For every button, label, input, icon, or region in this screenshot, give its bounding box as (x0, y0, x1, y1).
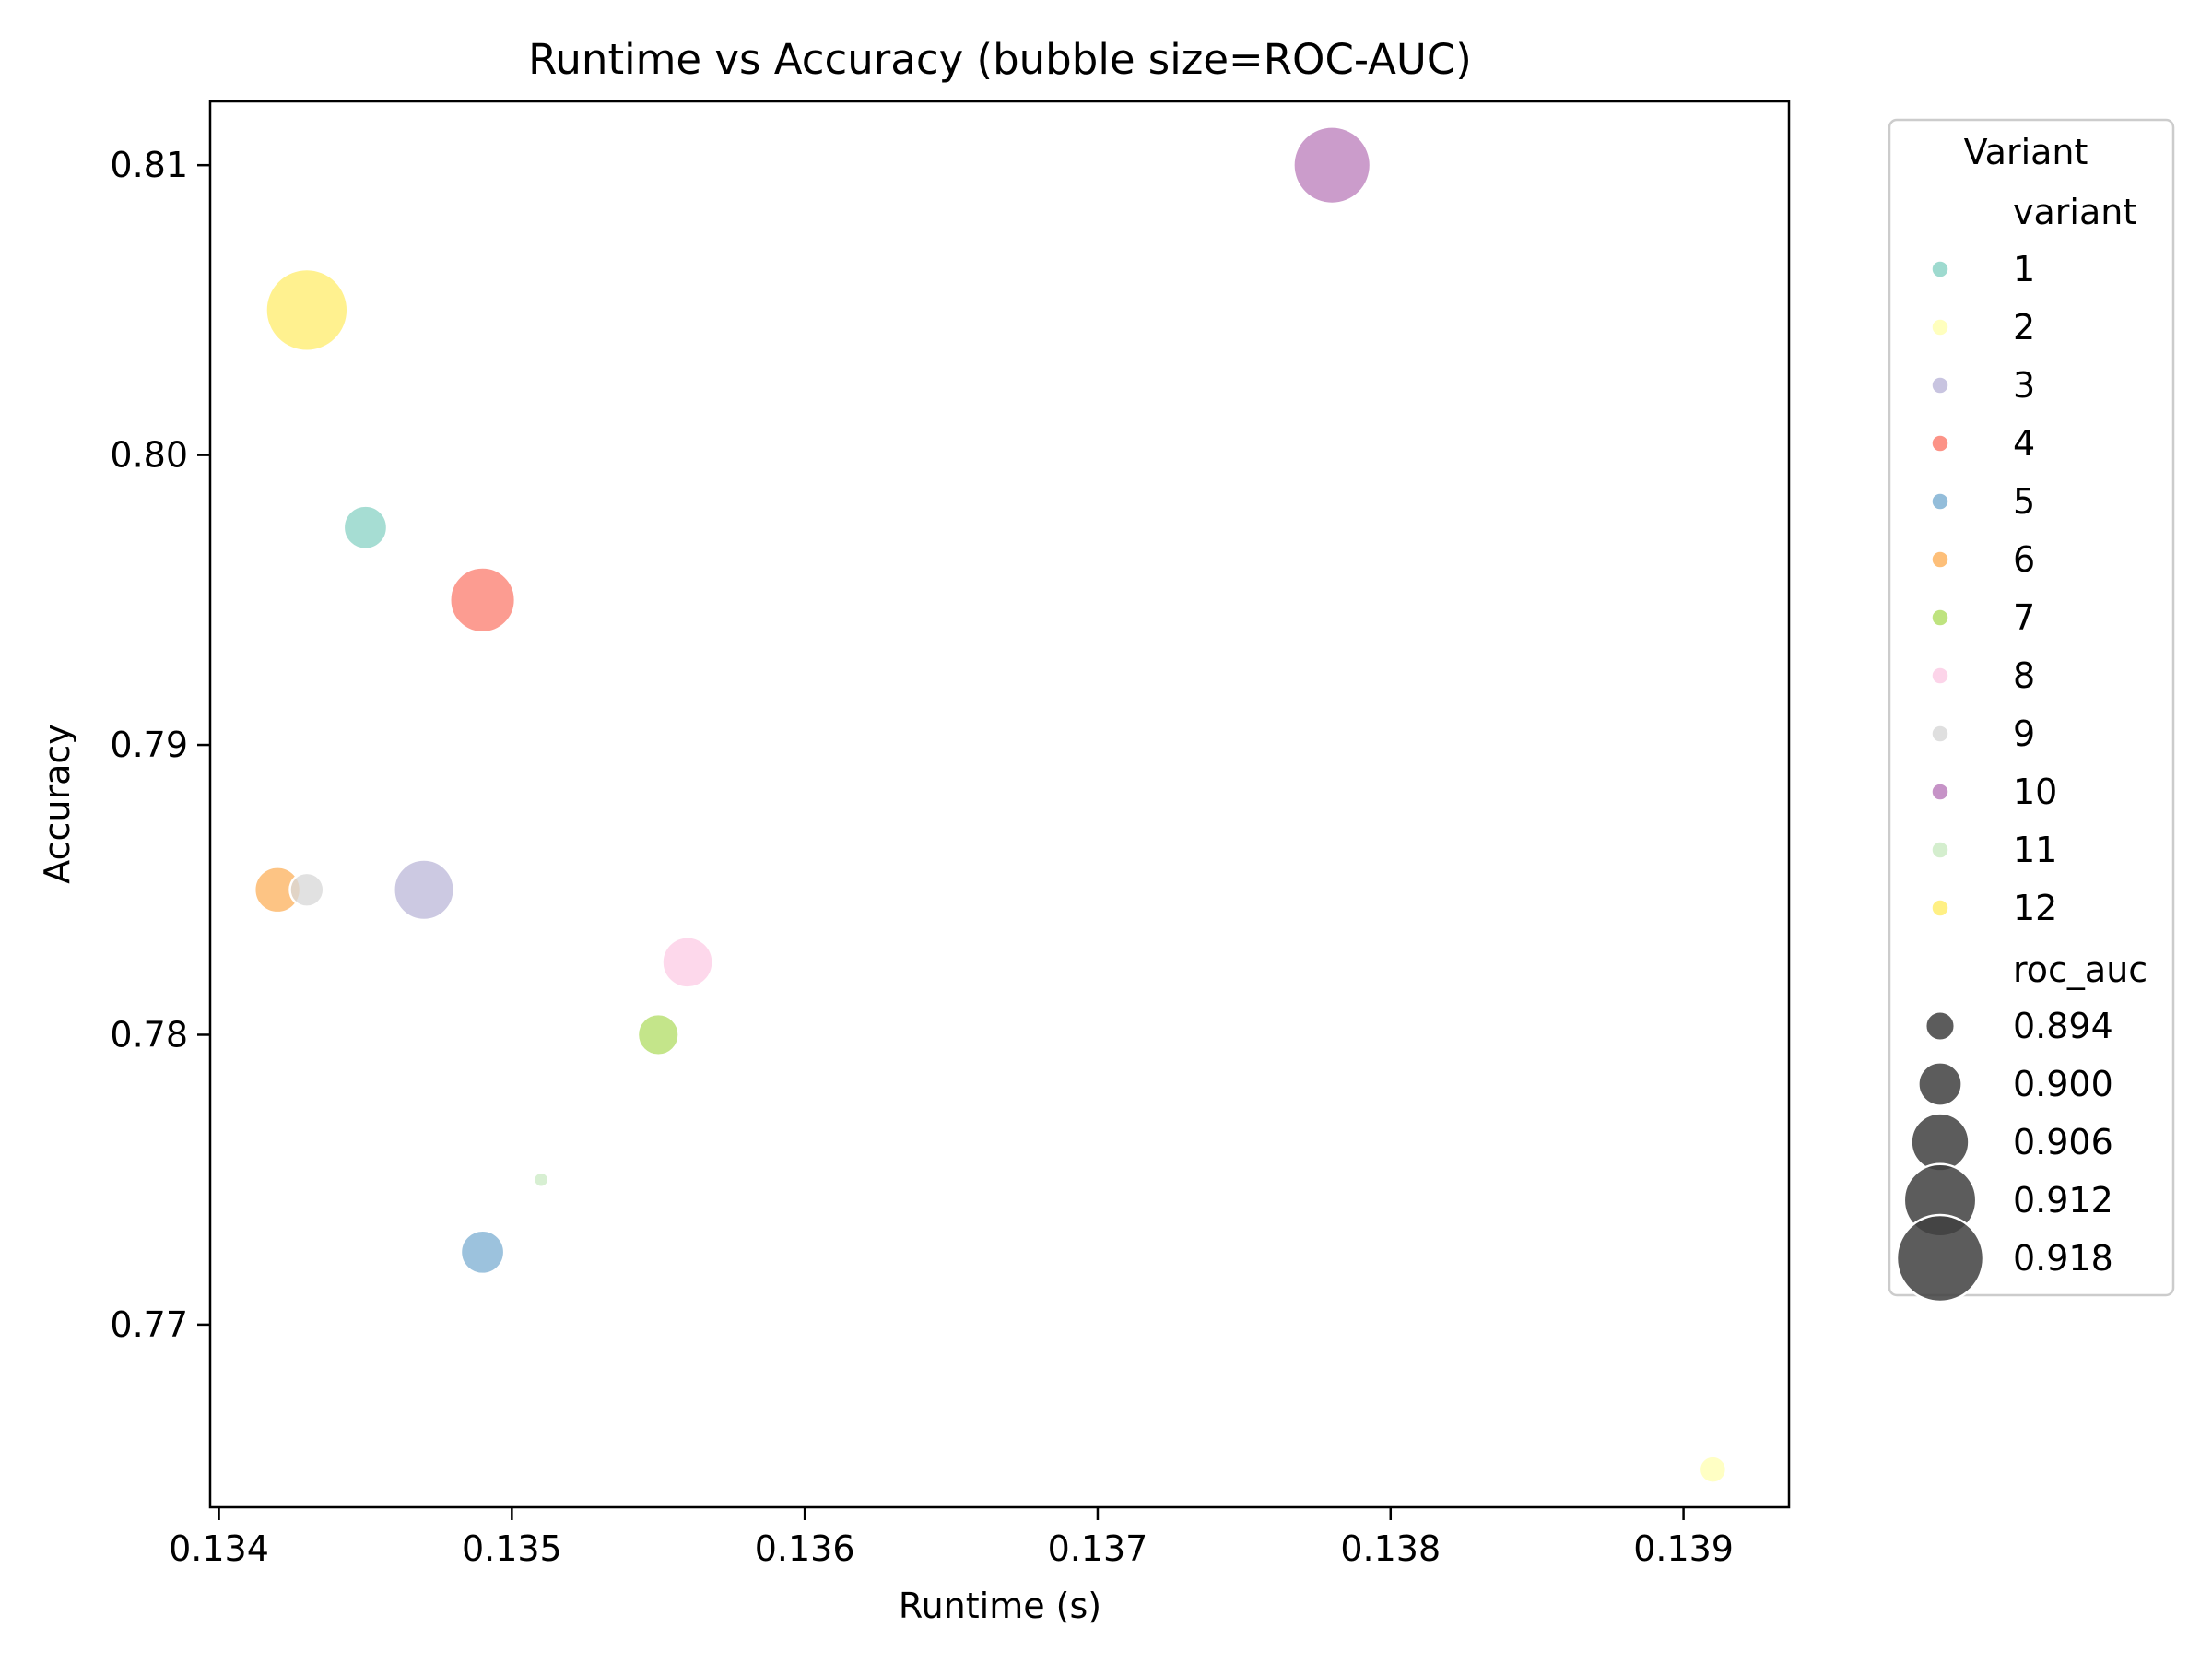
legend-marker-variant-9 (1931, 725, 1949, 743)
legend-label-variant-12: 12 (2013, 888, 2057, 928)
legend-label-variant-3: 3 (2013, 365, 2035, 406)
legend-size-title: roc_auc (2013, 949, 2147, 990)
legend-label-variant-9: 9 (2013, 714, 2035, 754)
legend-title: Variant (1964, 132, 2088, 172)
bubble-variant-5 (459, 1229, 506, 1276)
legend-marker-variant-11 (1931, 841, 1949, 859)
bubble-variant-11 (532, 1171, 550, 1188)
legend-marker-variant-8 (1931, 666, 1949, 685)
x-tick-label: 0.137 (1048, 1528, 1148, 1569)
legend-marker-variant-10 (1931, 783, 1949, 801)
bubble-variant-1 (342, 504, 389, 551)
x-tick-label: 0.138 (1340, 1528, 1441, 1569)
bubble-variant-9 (288, 871, 325, 908)
legend-marker-variant-12 (1931, 899, 1949, 917)
legend-marker-variant-5 (1931, 492, 1949, 511)
x-tick-label: 0.136 (755, 1528, 855, 1569)
x-tick-label: 0.135 (462, 1528, 562, 1569)
legend-size-entries: 0.894 0.900 0.906 0.912 0.918 (1895, 1006, 2113, 1303)
legend-label-variant-8: 8 (2013, 655, 2035, 696)
legend-frame (1888, 118, 2175, 1297)
legend-size-marker (1917, 1061, 1963, 1107)
chart-title: Runtime vs Accuracy (bubble size=ROC-AUC… (528, 35, 1472, 84)
legend-label-variant-11: 11 (2013, 830, 2057, 870)
bubble-variant-7 (636, 1012, 680, 1057)
legend-hue-title: variant (2013, 192, 2136, 232)
y-tick-label: 0.79 (110, 725, 188, 765)
legend-marker-variant-4 (1931, 434, 1949, 453)
plot-frame (208, 100, 1791, 1509)
legend-marker-variant-7 (1931, 608, 1949, 627)
bubble-variant-3 (393, 858, 455, 922)
x-axis-label: Runtime (s) (899, 1586, 1101, 1626)
bubble-variant-10 (1292, 125, 1372, 206)
legend-size-label: 0.906 (2013, 1122, 2113, 1162)
y-tick-label: 0.77 (110, 1304, 188, 1345)
bubble-variant-12 (265, 267, 349, 353)
legend-size-label: 0.894 (2013, 1006, 2113, 1046)
legend-marker-variant-3 (1931, 376, 1949, 395)
legend-size-label: 0.918 (2013, 1238, 2113, 1279)
legend-label-variant-5: 5 (2013, 481, 2035, 522)
legend-label-variant-1: 1 (2013, 249, 2035, 289)
legend-label-variant-10: 10 (2013, 772, 2057, 812)
legend-label-variant-4: 4 (2013, 423, 2035, 464)
y-tick-label: 0.81 (110, 145, 188, 185)
bubble-variant-2 (1698, 1455, 1728, 1484)
legend-marker-variant-6 (1931, 550, 1949, 569)
points-layer (253, 125, 1728, 1484)
legend-marker-variant-2 (1931, 318, 1949, 336)
legend-size-marker (1895, 1213, 1985, 1303)
x-tick-label: 0.139 (1633, 1528, 1734, 1569)
x-tick-label: 0.134 (169, 1528, 269, 1569)
bubble-variant-4 (449, 566, 517, 634)
legend-size-label: 0.900 (2013, 1064, 2113, 1104)
legend-size-marker (1924, 1009, 1957, 1043)
legend-label-variant-7: 7 (2013, 597, 2035, 638)
bubble-variant-8 (661, 936, 714, 989)
y-tick-label: 0.80 (110, 435, 188, 476)
legend-label-variant-2: 2 (2013, 307, 2035, 348)
y-axis-ticks: 0.77 0.78 0.79 0.80 0.81 (110, 145, 210, 1345)
legend-marker-variant-1 (1931, 260, 1949, 278)
legend-size-marker (1910, 1112, 1971, 1173)
y-axis-label: Accuracy (37, 724, 77, 884)
y-tick-label: 0.78 (110, 1014, 188, 1055)
legend-size-label: 0.912 (2013, 1180, 2113, 1221)
x-axis-ticks: 0.134 0.135 0.136 0.137 0.138 0.139 (169, 1507, 1734, 1569)
legend-label-variant-6: 6 (2013, 539, 2035, 580)
